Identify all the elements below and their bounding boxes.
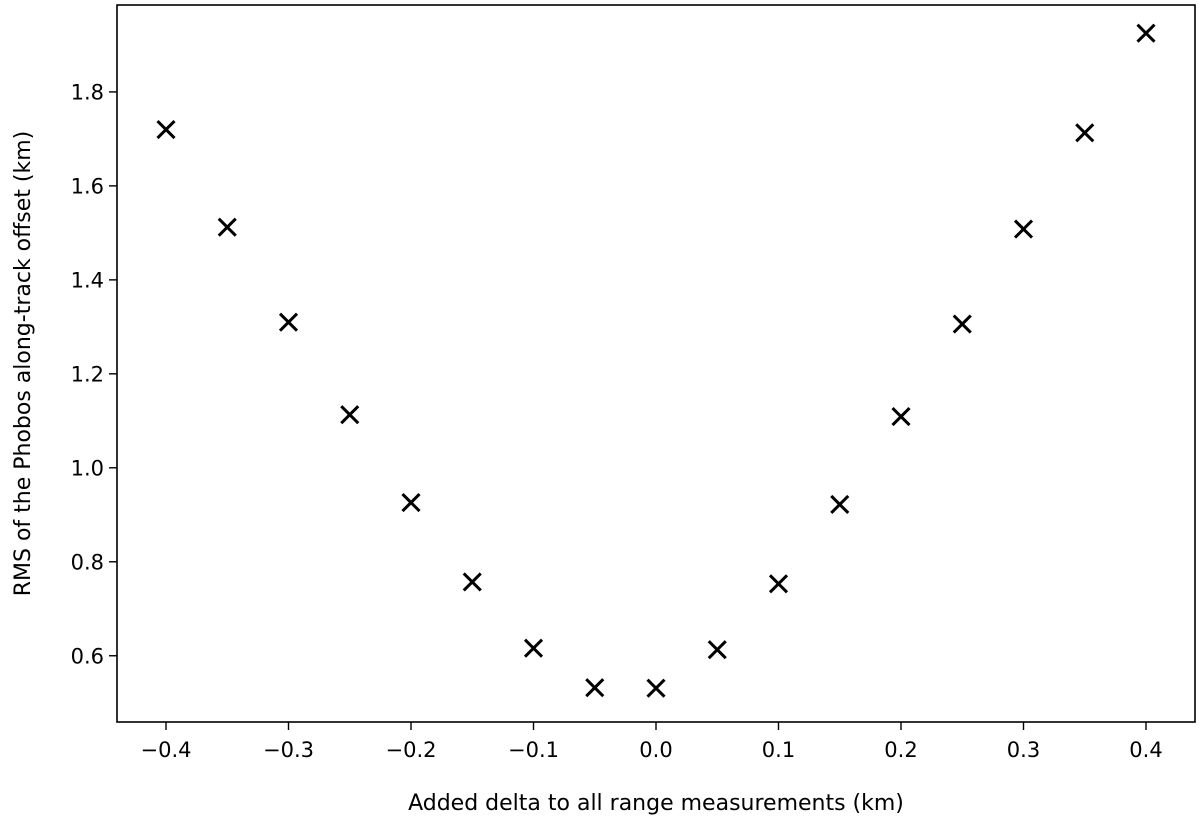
data-point-x-marker bbox=[1013, 219, 1034, 239]
data-point-x-marker bbox=[462, 572, 482, 592]
data-point-x-marker bbox=[523, 638, 544, 658]
x-tick-label: 0.4 bbox=[1129, 738, 1162, 762]
y-tick-label: 0.8 bbox=[71, 550, 104, 574]
y-tick-label: 0.6 bbox=[71, 644, 104, 668]
x-axis: −0.4 −0.3 −0.2 −0.1 0.0 0.1 0.2 0.3 0.4 bbox=[141, 722, 1163, 762]
x-tick-label: −0.3 bbox=[263, 738, 314, 762]
x-tick-label: −0.1 bbox=[508, 738, 559, 762]
data-point-x-marker bbox=[646, 678, 666, 698]
x-tick-label: 0.0 bbox=[639, 738, 672, 762]
y-axis: 0.6 0.8 1.0 1.2 1.4 1.6 1.8 bbox=[71, 80, 117, 668]
data-point-x-marker bbox=[401, 493, 421, 513]
data-point-x-marker bbox=[707, 640, 727, 660]
x-tick-label: −0.4 bbox=[141, 738, 192, 762]
x-axis-label: Added delta to all range measurements (k… bbox=[408, 791, 904, 816]
data-point-x-marker bbox=[340, 405, 360, 425]
plot-area-frame bbox=[116, 4, 1196, 723]
data-point-x-marker bbox=[891, 407, 911, 427]
data-point-x-marker bbox=[156, 119, 176, 140]
y-tick-label: 1.4 bbox=[71, 268, 104, 292]
x-tick-label: 0.3 bbox=[1007, 738, 1040, 762]
data-point-x-marker bbox=[585, 678, 605, 698]
y-tick-label: 1.0 bbox=[71, 456, 104, 480]
x-tick-label: −0.2 bbox=[386, 738, 437, 762]
x-tick-label: 0.1 bbox=[762, 738, 795, 762]
data-point-x-marker bbox=[952, 314, 972, 334]
y-tick-label: 1.8 bbox=[71, 80, 104, 104]
data-point-x-marker bbox=[1075, 123, 1095, 143]
data-point-x-marker bbox=[217, 217, 237, 237]
data-point-x-marker bbox=[1136, 23, 1156, 43]
data-point-x-marker bbox=[830, 494, 850, 515]
data-point-x-marker bbox=[768, 574, 789, 594]
x-tick-label: 0.2 bbox=[884, 738, 917, 762]
y-tick-label: 1.2 bbox=[71, 362, 104, 386]
y-axis-label: RMS of the Phobos along-track offset (km… bbox=[11, 131, 36, 597]
data-point-x-marker bbox=[278, 312, 299, 332]
data-points bbox=[156, 23, 1156, 698]
y-tick-label: 1.6 bbox=[71, 174, 104, 198]
